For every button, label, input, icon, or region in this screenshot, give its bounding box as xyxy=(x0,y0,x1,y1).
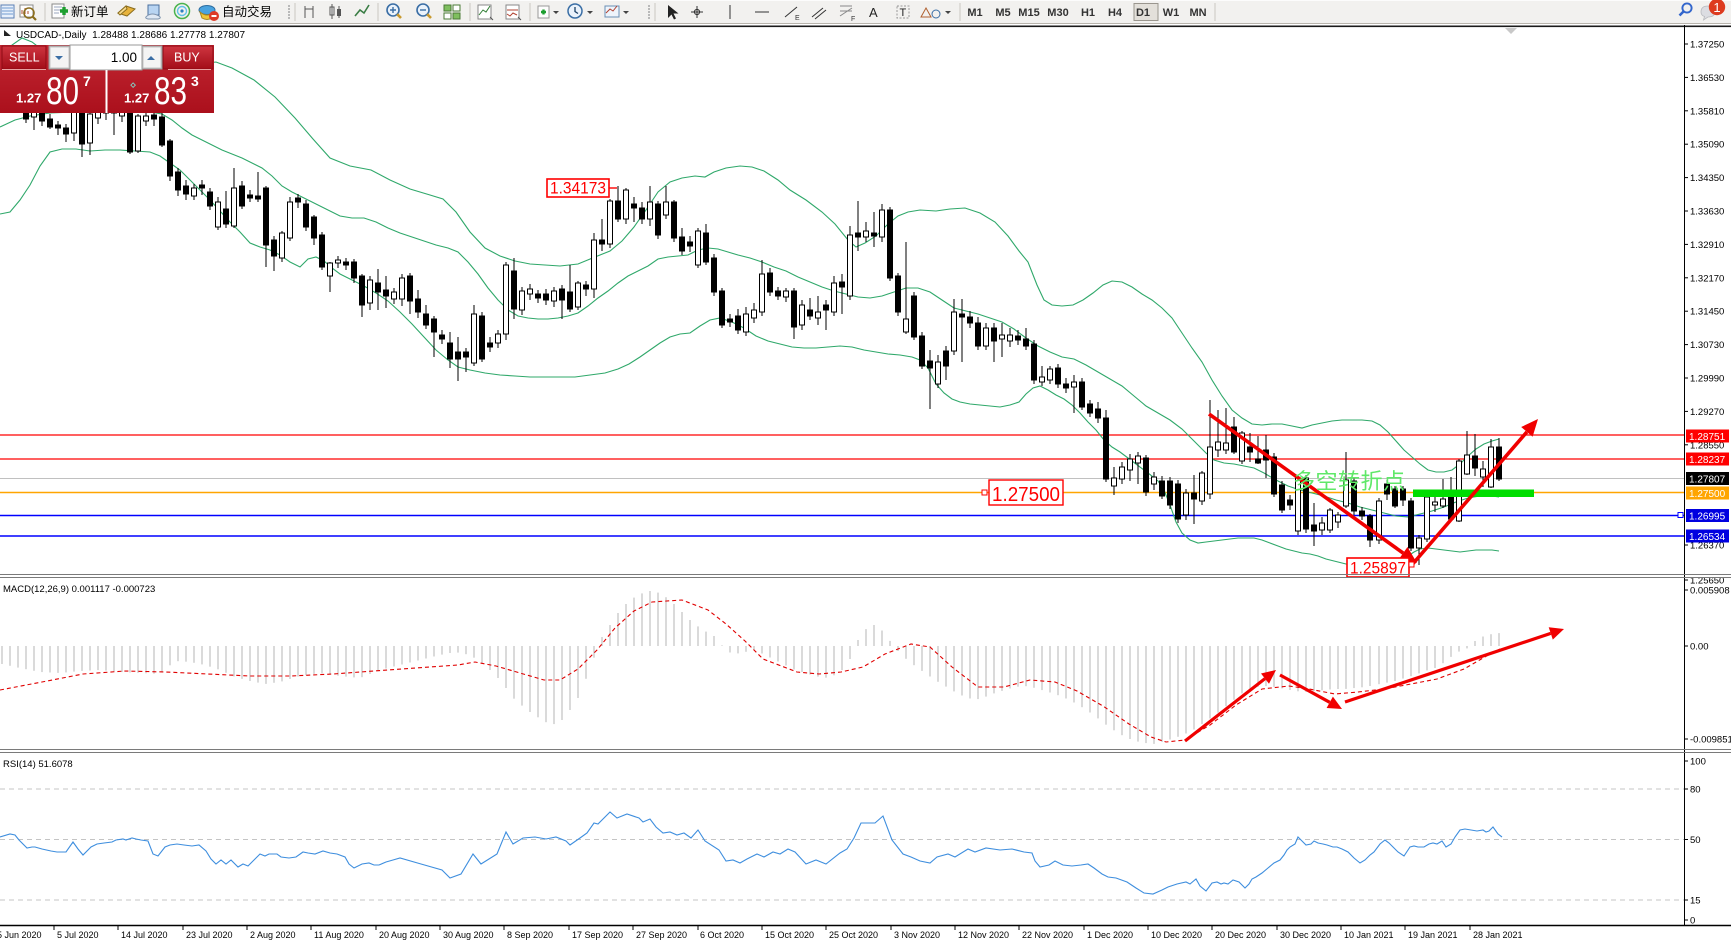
svg-text:1.34173: 1.34173 xyxy=(550,179,606,198)
svg-text:17 Sep 2020: 17 Sep 2020 xyxy=(572,930,623,940)
svg-text:1.28550: 1.28550 xyxy=(1690,440,1724,451)
svg-text:22 Nov 2020: 22 Nov 2020 xyxy=(1022,930,1073,940)
svg-text:15 Oct 2020: 15 Oct 2020 xyxy=(765,930,814,940)
svg-text:23 Jul 2020: 23 Jul 2020 xyxy=(186,930,233,940)
svg-text:10 Dec 2020: 10 Dec 2020 xyxy=(1151,930,1202,940)
svg-text:1.27500: 1.27500 xyxy=(992,484,1060,506)
svg-text:1.25897: 1.25897 xyxy=(1350,559,1406,578)
svg-text:20 Dec 2020: 20 Dec 2020 xyxy=(1215,930,1266,940)
svg-text:15: 15 xyxy=(1690,896,1701,907)
svg-text:19 Jan 2021: 19 Jan 2021 xyxy=(1408,930,1458,940)
svg-text:1: 1 xyxy=(1713,0,1720,15)
svg-text:1.28751: 1.28751 xyxy=(1689,432,1726,443)
svg-text:1.25650: 1.25650 xyxy=(1690,576,1724,587)
svg-text:1.35810: 1.35810 xyxy=(1690,106,1724,117)
svg-text:14 Jul 2020: 14 Jul 2020 xyxy=(121,930,168,940)
svg-text:28 Jan 2021: 28 Jan 2021 xyxy=(1473,930,1523,940)
svg-text:H1: H1 xyxy=(1081,7,1095,19)
svg-text:新订单: 新订单 xyxy=(71,4,109,19)
svg-text:T: T xyxy=(900,7,907,19)
svg-text:50: 50 xyxy=(1690,835,1701,846)
svg-text:1.32170: 1.32170 xyxy=(1690,273,1724,284)
svg-text:0.00: 0.00 xyxy=(1690,642,1709,653)
svg-text:M15: M15 xyxy=(1018,7,1039,19)
svg-text:USDCAD-,Daily 1.28488 1.28686: USDCAD-,Daily 1.28488 1.28686 1.27778 1.… xyxy=(16,30,245,41)
svg-text:1.33630: 1.33630 xyxy=(1690,207,1724,218)
svg-text:E: E xyxy=(795,15,800,22)
svg-text:MN: MN xyxy=(1189,7,1206,19)
svg-text:3: 3 xyxy=(191,73,199,89)
svg-text:-0.009851: -0.009851 xyxy=(1690,735,1731,746)
svg-text:M1: M1 xyxy=(967,7,982,19)
svg-text:M30: M30 xyxy=(1047,7,1068,19)
svg-text:6 Oct 2020: 6 Oct 2020 xyxy=(700,930,744,940)
svg-text:1.26370: 1.26370 xyxy=(1690,541,1724,552)
svg-text:1.36530: 1.36530 xyxy=(1690,73,1724,84)
svg-text:自动交易: 自动交易 xyxy=(222,4,272,19)
svg-text:F: F xyxy=(851,16,855,23)
svg-text:30 Dec 2020: 30 Dec 2020 xyxy=(1280,930,1331,940)
svg-text:1.00: 1.00 xyxy=(111,50,137,65)
svg-text:5 Jul 2020: 5 Jul 2020 xyxy=(57,930,99,940)
svg-text:1.37250: 1.37250 xyxy=(1690,40,1724,51)
svg-text:8 Sep 2020: 8 Sep 2020 xyxy=(507,930,553,940)
svg-text:100: 100 xyxy=(1690,757,1706,768)
svg-text:11 Aug 2020: 11 Aug 2020 xyxy=(314,930,364,940)
svg-text:1.26534: 1.26534 xyxy=(1689,532,1726,543)
svg-text:D1: D1 xyxy=(1136,7,1150,19)
svg-text:1.27807: 1.27807 xyxy=(1689,474,1726,485)
svg-text:0: 0 xyxy=(1690,916,1695,927)
svg-text:20 Aug 2020: 20 Aug 2020 xyxy=(379,930,430,940)
svg-text:1.29990: 1.29990 xyxy=(1690,374,1724,385)
svg-text:80: 80 xyxy=(1690,785,1701,796)
svg-text:0.005908: 0.005908 xyxy=(1690,586,1730,597)
svg-text:MACD(12,26,9) 0.001117 -0.0007: MACD(12,26,9) 0.001117 -0.000723 xyxy=(3,584,155,595)
svg-text:RSI(14) 51.6078: RSI(14) 51.6078 xyxy=(3,759,73,770)
svg-text:10 Jan 2021: 10 Jan 2021 xyxy=(1344,930,1394,940)
svg-text:H4: H4 xyxy=(1108,7,1123,19)
svg-text:W1: W1 xyxy=(1163,7,1180,19)
svg-text:1.31450: 1.31450 xyxy=(1690,307,1724,318)
svg-text:BUY: BUY xyxy=(174,51,200,65)
svg-text:25 Oct 2020: 25 Oct 2020 xyxy=(829,930,878,940)
svg-text:1.32910: 1.32910 xyxy=(1690,240,1724,251)
svg-text:5 Jun 2020: 5 Jun 2020 xyxy=(0,930,42,940)
svg-text:SELL: SELL xyxy=(9,51,40,65)
svg-text:1.27: 1.27 xyxy=(124,91,149,106)
svg-text:1.35090: 1.35090 xyxy=(1690,140,1724,151)
svg-text:3 Nov 2020: 3 Nov 2020 xyxy=(894,930,940,940)
svg-text:30 Aug 2020: 30 Aug 2020 xyxy=(443,930,494,940)
svg-text:多空转折点: 多空转折点 xyxy=(1293,469,1406,494)
svg-text:1.29270: 1.29270 xyxy=(1690,407,1724,418)
svg-text:7: 7 xyxy=(83,73,91,89)
svg-text:1.28237: 1.28237 xyxy=(1689,455,1726,466)
svg-text:1.30730: 1.30730 xyxy=(1690,340,1724,351)
svg-text:1.34350: 1.34350 xyxy=(1690,173,1724,184)
svg-text:1.26995: 1.26995 xyxy=(1689,511,1726,522)
svg-text:1 Dec 2020: 1 Dec 2020 xyxy=(1087,930,1133,940)
svg-text:M5: M5 xyxy=(995,7,1010,19)
svg-text:12 Nov 2020: 12 Nov 2020 xyxy=(958,930,1009,940)
svg-text:2 Aug 2020: 2 Aug 2020 xyxy=(250,930,296,940)
svg-text:A: A xyxy=(869,5,878,20)
svg-text:1.27: 1.27 xyxy=(16,91,41,106)
svg-text:27 Sep 2020: 27 Sep 2020 xyxy=(636,930,687,940)
svg-text:1.27500: 1.27500 xyxy=(1689,489,1726,500)
svg-text:80: 80 xyxy=(46,70,79,113)
svg-text:83: 83 xyxy=(154,70,187,113)
